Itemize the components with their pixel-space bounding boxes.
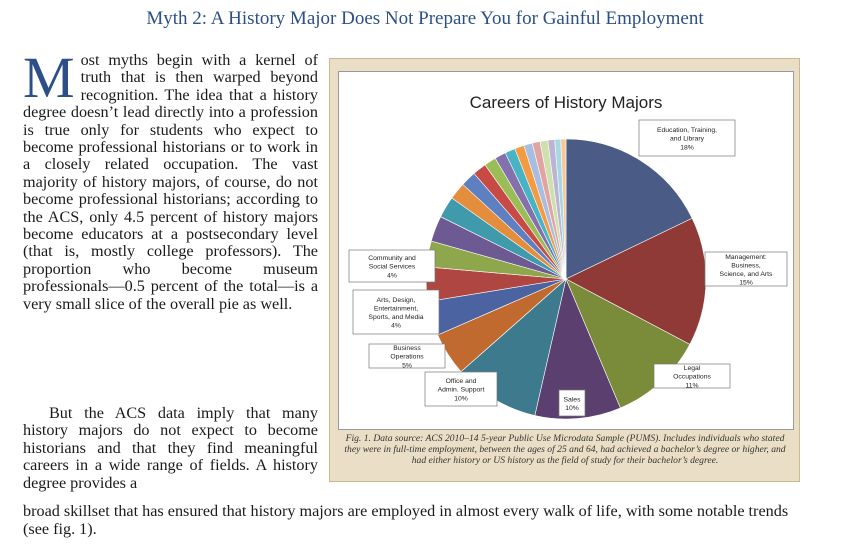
- slice-category-label: Occupations: [673, 374, 711, 381]
- slice-percent-label: 15%: [739, 280, 753, 287]
- pie-slice: [560, 138, 567, 280]
- slice-category-label: Business: [393, 345, 421, 352]
- slice-category-label: and Library: [670, 136, 705, 143]
- slice-category-label: Science, and Arts: [720, 271, 773, 278]
- figure-caption: Fig. 1. Data source: ACS 2010–14 5-year …: [344, 433, 786, 466]
- slice-category-label: Office and: [446, 378, 477, 385]
- pie-slice: [565, 138, 693, 280]
- slice-label-box: [558, 389, 586, 417]
- slice-percent-label: 10%: [565, 405, 579, 412]
- slice-label-box: [653, 363, 731, 389]
- slice-category-label: Social Services: [369, 264, 416, 271]
- slice-percent-label: 18%: [680, 144, 694, 151]
- slice-category-label: Entertainment,: [374, 305, 418, 312]
- slice-category-label: Education, Training,: [657, 127, 717, 134]
- page-title: Myth 2: A History Major Does Not Prepare…: [146, 8, 704, 29]
- slice-category-label: Management:: [725, 254, 767, 261]
- slice-percent-label: 4%: [387, 272, 397, 279]
- slice-category-label: Admin. Support: [438, 387, 485, 394]
- slice-label-box: [704, 251, 788, 287]
- slice-category-label: Arts, Design,: [377, 297, 416, 304]
- slice-percent-label: 5%: [402, 362, 412, 369]
- body-paragraph-2-continued: broad skillset that has ensured that his…: [23, 502, 789, 538]
- slice-category-label: Legal: [684, 365, 701, 372]
- slice-label-box: [348, 249, 436, 283]
- slice-category-label: Business,: [731, 262, 761, 269]
- slice-percent-label: 10%: [454, 395, 468, 402]
- body-paragraph-2: But the ACS data imply that many history…: [23, 404, 318, 492]
- slice-label-box: [352, 289, 440, 335]
- pie-chart: Careers of History Majors Education, Tra…: [348, 93, 788, 420]
- slice-label-box: [424, 371, 498, 407]
- slice-category-label: Operations: [390, 354, 424, 361]
- slice-percent-label: 11%: [685, 382, 698, 389]
- slice-category-label: Community and: [368, 255, 416, 262]
- figure-1: Careers of History Majors Education, Tra…: [329, 58, 800, 482]
- slice-category-label: Sales: [563, 396, 581, 403]
- chart-panel: Careers of History Majors Education, Tra…: [338, 71, 794, 430]
- slice-category-label: Sports, and Media: [368, 314, 423, 321]
- slice-percent-label: 4%: [391, 323, 401, 330]
- paragraph-1-text: ost myths begin with a kernel of truth t…: [23, 51, 318, 313]
- drop-cap: M: [23, 45, 75, 110]
- slice-label-box: [368, 343, 446, 369]
- slice-label-box: [638, 119, 736, 157]
- pie-slice: [534, 278, 621, 420]
- chart-title: Careers of History Majors: [470, 93, 663, 112]
